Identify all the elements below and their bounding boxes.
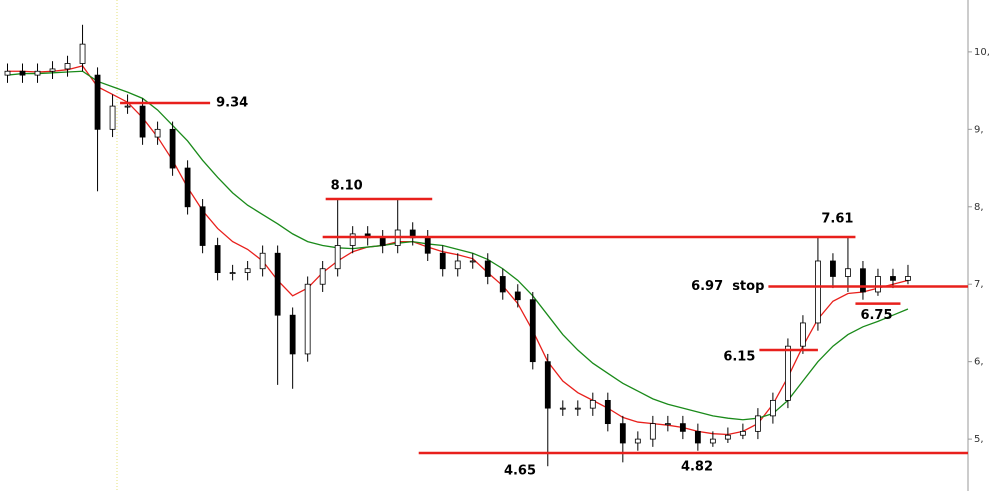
candle-body (514, 291, 521, 301)
candle-body (800, 322, 806, 347)
candle-body (424, 237, 431, 254)
candle-body (469, 260, 476, 263)
candle-body (319, 268, 326, 285)
candle-body (289, 314, 296, 355)
candle-body (634, 438, 641, 444)
candle-body (499, 276, 506, 293)
candle-body (349, 233, 356, 246)
candle-body (64, 63, 71, 70)
candle-body (875, 276, 881, 293)
y-tick-label: 8, (974, 202, 984, 213)
candle-body (304, 283, 311, 355)
level-label: 4.65 (504, 464, 536, 479)
candle-body (649, 423, 656, 440)
candle-body (184, 167, 191, 208)
level-label: 6.15 (723, 350, 755, 365)
level-label: 6.97 stop (691, 279, 764, 294)
level-label: 7.61 (821, 211, 853, 226)
y-tick-label: 6, (974, 357, 984, 368)
candle-body (845, 268, 851, 277)
candle-body (754, 415, 761, 432)
candle-body (815, 260, 821, 324)
candle-body (94, 74, 101, 130)
candle-body (574, 407, 581, 410)
candle-body (619, 423, 626, 444)
y-tick-label: 10, (974, 47, 990, 58)
candle-body (454, 260, 461, 270)
candle-body (544, 361, 551, 409)
candle-body (439, 252, 446, 270)
candle-body (139, 105, 146, 138)
candle-body (109, 105, 116, 130)
candle-body (905, 276, 911, 281)
level-label: 4.82 (681, 460, 713, 475)
candle-body (739, 430, 746, 436)
candle-body (214, 245, 221, 274)
candle-body (830, 260, 836, 277)
candle-body (49, 68, 56, 72)
candle-body (709, 438, 716, 444)
candle-body (199, 206, 206, 246)
candle-body (724, 434, 731, 440)
y-tick-label: 9, (974, 124, 984, 135)
candle-body (529, 299, 536, 363)
candle-body (589, 399, 596, 409)
candle-body (259, 252, 266, 270)
candle-body (244, 268, 251, 274)
candle-body (169, 128, 176, 169)
candle-body (229, 272, 236, 275)
y-tick-label: 5, (974, 434, 984, 445)
candle-body (484, 260, 491, 277)
level-label: 6.75 (860, 308, 892, 323)
candle-body (785, 345, 791, 401)
candle-body (860, 268, 866, 293)
candle-body (19, 70, 26, 76)
candle-body (559, 407, 566, 410)
candle-body (379, 237, 386, 246)
candle-body (4, 70, 11, 76)
candle-body (334, 245, 341, 270)
candle-body (34, 70, 41, 76)
candle-body (679, 423, 686, 432)
candle-body (694, 430, 701, 444)
candle-body (79, 43, 86, 64)
candle-body (890, 276, 896, 281)
candle-body (769, 399, 776, 417)
level-label: 8.10 (331, 179, 363, 194)
candle-body (154, 128, 161, 138)
candle-body (604, 399, 611, 425)
candle-body (664, 423, 671, 426)
candle-body (274, 252, 281, 316)
level-label: 9.34 (216, 96, 248, 111)
candle-body (124, 105, 131, 108)
y-tick-label: 7, (974, 279, 984, 290)
